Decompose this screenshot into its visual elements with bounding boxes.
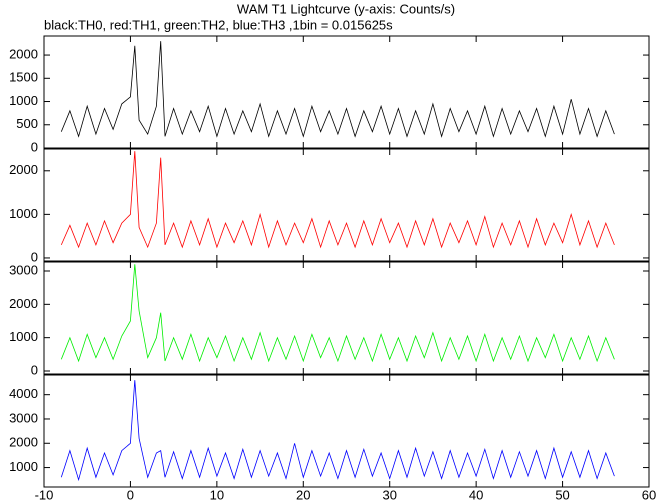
y-tick-label: 0 [31, 139, 38, 154]
y-tick-label: 2000 [9, 435, 38, 450]
lightcurve [60, 151, 615, 249]
x-tick-label: 30 [382, 487, 396, 502]
y-tick-label: 3000 [9, 410, 38, 425]
y-tick-label: 2000 [9, 46, 38, 61]
x-tick-label: 50 [555, 487, 569, 502]
y-tick-label: 4000 [9, 386, 38, 401]
y-tick-label: 0 [31, 362, 38, 377]
y-tick-label: 1000 [9, 93, 38, 108]
x-tick-label: 60 [642, 487, 656, 502]
x-tick-label: 10 [210, 487, 224, 502]
panel-frame [43, 261, 650, 375]
x-tick-label: 40 [469, 487, 483, 502]
panel-frame [43, 148, 650, 262]
y-tick-label: 1000 [9, 329, 38, 344]
y-tick-label: 1000 [9, 459, 38, 474]
y-tick-label: 1500 [9, 70, 38, 85]
y-tick-label: 2000 [9, 162, 38, 177]
y-tick-label: 3000 [9, 262, 38, 277]
y-tick-label: 2000 [9, 296, 38, 311]
lightcurve [60, 380, 615, 482]
lightcurve [60, 264, 615, 363]
panel-frame [43, 35, 650, 149]
chart-subtitle: black:TH0, red:TH1, green:TH2, blue:TH3 … [44, 17, 393, 32]
y-tick-label: 0 [31, 249, 38, 264]
x-tick-label: -10 [35, 487, 54, 502]
x-tick-label: 0 [127, 487, 134, 502]
panel-frame [43, 374, 650, 488]
y-tick-label: 500 [16, 116, 38, 131]
chart-title: WAM T1 Lightcurve (y-axis: Counts/s) [237, 1, 455, 16]
x-tick-label: 20 [296, 487, 310, 502]
lightcurve [60, 41, 615, 138]
y-tick-label: 1000 [9, 206, 38, 221]
